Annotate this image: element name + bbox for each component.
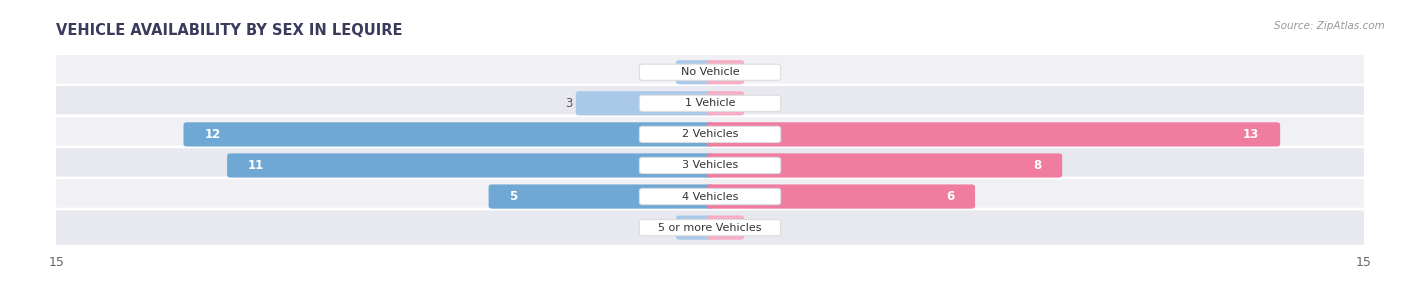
FancyBboxPatch shape <box>707 185 974 209</box>
FancyBboxPatch shape <box>640 157 780 174</box>
Text: 0: 0 <box>665 221 673 234</box>
Text: 1 Vehicle: 1 Vehicle <box>685 98 735 108</box>
Text: 0: 0 <box>747 66 755 79</box>
Text: 0: 0 <box>665 66 673 79</box>
FancyBboxPatch shape <box>53 147 1367 184</box>
Text: 4 Vehicles: 4 Vehicles <box>682 192 738 202</box>
FancyBboxPatch shape <box>53 85 1367 122</box>
Text: 0: 0 <box>747 97 755 110</box>
FancyBboxPatch shape <box>228 153 713 177</box>
FancyBboxPatch shape <box>640 126 780 143</box>
Text: 3 Vehicles: 3 Vehicles <box>682 160 738 170</box>
FancyBboxPatch shape <box>640 64 780 80</box>
Text: Source: ZipAtlas.com: Source: ZipAtlas.com <box>1274 21 1385 32</box>
Text: 8: 8 <box>1033 159 1042 172</box>
FancyBboxPatch shape <box>53 209 1367 246</box>
Text: 2 Vehicles: 2 Vehicles <box>682 129 738 140</box>
FancyBboxPatch shape <box>53 54 1367 91</box>
FancyBboxPatch shape <box>707 91 744 115</box>
Text: 5 or more Vehicles: 5 or more Vehicles <box>658 223 762 233</box>
Text: 0: 0 <box>747 221 755 234</box>
FancyBboxPatch shape <box>53 178 1367 215</box>
FancyBboxPatch shape <box>53 116 1367 153</box>
FancyBboxPatch shape <box>707 60 744 84</box>
FancyBboxPatch shape <box>707 153 1062 177</box>
Text: 11: 11 <box>247 159 264 172</box>
FancyBboxPatch shape <box>676 215 713 240</box>
Text: 6: 6 <box>946 190 955 203</box>
FancyBboxPatch shape <box>707 215 744 240</box>
Text: No Vehicle: No Vehicle <box>681 67 740 77</box>
Text: 3: 3 <box>565 97 572 110</box>
Text: 13: 13 <box>1243 128 1260 141</box>
FancyBboxPatch shape <box>184 122 713 147</box>
FancyBboxPatch shape <box>707 122 1279 147</box>
Text: 12: 12 <box>204 128 221 141</box>
Text: 5: 5 <box>509 190 517 203</box>
FancyBboxPatch shape <box>640 188 780 205</box>
FancyBboxPatch shape <box>489 185 713 209</box>
Text: VEHICLE AVAILABILITY BY SEX IN LEQUIRE: VEHICLE AVAILABILITY BY SEX IN LEQUIRE <box>56 23 402 38</box>
FancyBboxPatch shape <box>576 91 713 115</box>
FancyBboxPatch shape <box>676 60 713 84</box>
FancyBboxPatch shape <box>640 219 780 236</box>
FancyBboxPatch shape <box>640 95 780 111</box>
